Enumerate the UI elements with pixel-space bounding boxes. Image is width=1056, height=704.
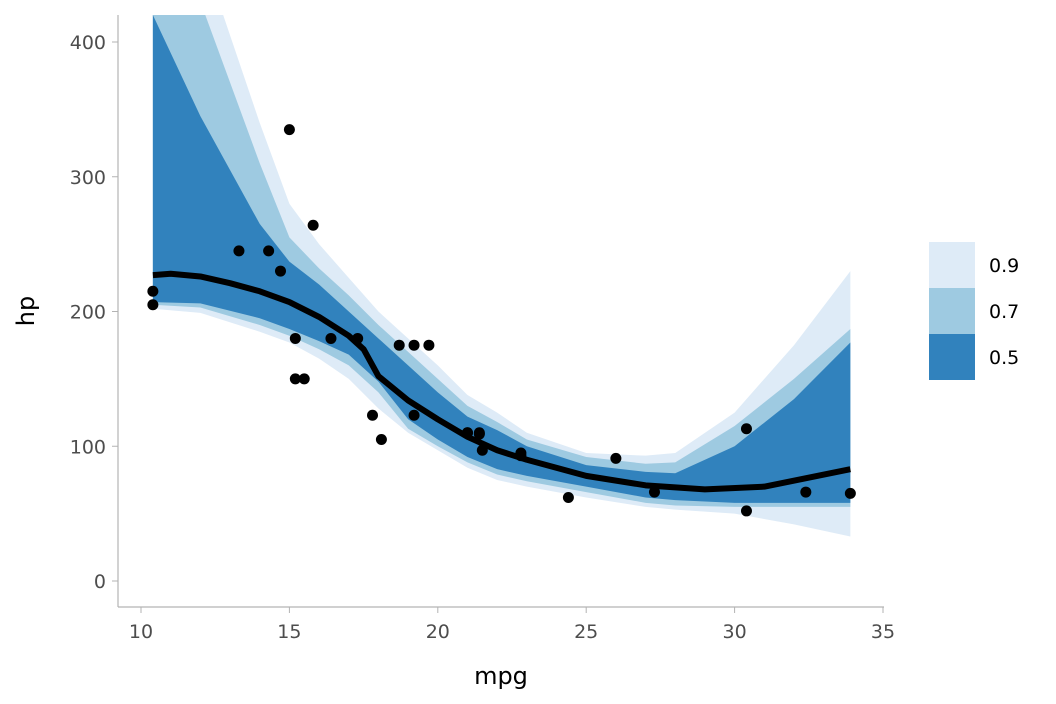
x-tick-label: 30: [723, 621, 747, 643]
data-point: [263, 245, 275, 257]
data-point: [393, 339, 405, 351]
points: [147, 124, 856, 517]
data-point: [147, 299, 159, 311]
data-point: [423, 339, 435, 351]
data-point: [740, 423, 752, 435]
y-ticks: 0 100 200 300 400: [70, 32, 118, 593]
median-line-group: [152, 270, 851, 493]
data-point: [408, 409, 420, 421]
y-tick-label: 400: [70, 32, 106, 54]
median-line: [152, 270, 851, 493]
data-point: [352, 332, 364, 344]
data-point: [648, 486, 660, 498]
data-point: [283, 124, 295, 136]
data-point: [610, 452, 622, 464]
data-point: [562, 491, 574, 503]
ribbons: [152, 15, 851, 537]
data-point: [289, 373, 301, 385]
data-point: [740, 505, 752, 517]
y-axis-label: hp: [12, 296, 40, 326]
legend-key: [929, 334, 975, 380]
data-point: [844, 487, 856, 499]
data-point: [473, 428, 485, 440]
legend-label: 0.9: [989, 255, 1019, 277]
legend-key: [929, 242, 975, 288]
x-tick-label: 10: [129, 621, 153, 643]
legend: 0.9 0.7 0.5: [929, 242, 1019, 380]
legend-label: 0.7: [989, 301, 1019, 323]
data-point: [367, 409, 379, 421]
data-point: [298, 373, 310, 385]
data-point: [289, 332, 301, 344]
data-point: [233, 245, 245, 257]
y-tick-label: 200: [70, 302, 106, 324]
y-tick-label: 100: [70, 436, 106, 458]
x-tick-label: 35: [871, 621, 895, 643]
data-point: [325, 332, 337, 344]
legend-key: [929, 288, 975, 334]
data-point: [274, 265, 286, 277]
data-point: [515, 447, 527, 459]
data-point: [375, 434, 387, 446]
legend-label: 0.5: [989, 347, 1019, 369]
x-tick-label: 15: [277, 621, 301, 643]
y-tick-label: 0: [94, 571, 106, 593]
x-axis-label: mpg: [474, 662, 528, 690]
x-tick-label: 25: [574, 621, 598, 643]
data-point: [307, 219, 319, 231]
x-ticks: 10 15 20 25 30 35: [129, 607, 895, 643]
y-tick-label: 300: [70, 167, 106, 189]
data-point: [800, 486, 812, 498]
data-point: [461, 427, 473, 439]
ribbon-05: [152, 15, 851, 503]
x-tick-label: 20: [426, 621, 450, 643]
data-point: [147, 285, 159, 297]
data-point: [476, 444, 488, 456]
data-point: [408, 339, 420, 351]
